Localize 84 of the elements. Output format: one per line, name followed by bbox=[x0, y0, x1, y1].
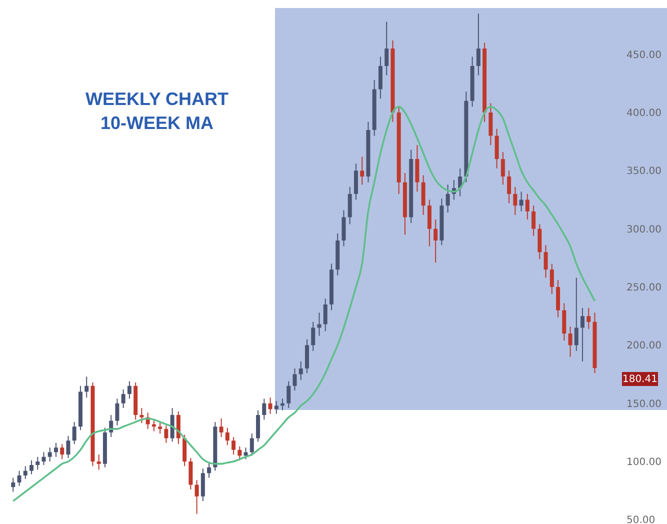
candlestick bbox=[317, 312, 322, 336]
candlestick bbox=[311, 321, 316, 352]
annotation: 10-WEEK MA bbox=[100, 113, 214, 133]
candlestick bbox=[127, 380, 132, 400]
candlestick bbox=[48, 447, 52, 462]
candlestick bbox=[244, 447, 248, 460]
candlestick bbox=[348, 186, 352, 225]
y-tick-label: 50.00 bbox=[626, 515, 656, 524]
candlestick bbox=[556, 280, 560, 318]
candlestick bbox=[323, 298, 328, 332]
candlestick bbox=[378, 56, 382, 100]
candlestick bbox=[140, 407, 144, 424]
candlestick bbox=[427, 199, 432, 247]
candlestick bbox=[238, 446, 242, 461]
candlestick bbox=[23, 466, 28, 480]
y-tick-label: 200.00 bbox=[626, 340, 662, 352]
candlestick bbox=[29, 460, 34, 475]
candlestick bbox=[17, 470, 22, 486]
candlestick bbox=[488, 102, 493, 146]
candlestick bbox=[538, 224, 542, 260]
candlestick bbox=[262, 398, 266, 420]
candlestick bbox=[354, 163, 358, 200]
candlestick bbox=[84, 376, 89, 398]
candlestick bbox=[342, 210, 346, 247]
candlestick bbox=[476, 13, 480, 76]
candlestick bbox=[568, 326, 572, 358]
candlestick bbox=[519, 191, 524, 212]
y-tick-label: 100.00 bbox=[626, 457, 662, 468]
candlestick bbox=[188, 458, 193, 490]
candlestick bbox=[525, 193, 530, 220]
candlestick bbox=[36, 456, 40, 470]
candlestick bbox=[268, 397, 272, 414]
candlestick bbox=[219, 418, 224, 438]
candlestick bbox=[513, 186, 518, 216]
candlestick bbox=[415, 144, 420, 192]
candlestick bbox=[550, 263, 554, 294]
candlestick bbox=[42, 452, 46, 466]
candlestick bbox=[580, 307, 585, 362]
candlestick bbox=[60, 444, 64, 460]
line-series bbox=[12, 106, 596, 502]
candlestick bbox=[384, 21, 389, 76]
candlestick bbox=[360, 156, 364, 186]
candlestick bbox=[286, 380, 291, 408]
candlestick bbox=[225, 427, 230, 446]
candlestick bbox=[66, 435, 70, 459]
candlestick bbox=[207, 462, 212, 478]
candlestick bbox=[446, 184, 450, 214]
candlestick bbox=[562, 302, 566, 342]
y-tick-label: 300.00 bbox=[626, 224, 662, 236]
candlestick bbox=[494, 128, 499, 169]
candlestick bbox=[305, 338, 309, 374]
candlestick bbox=[256, 410, 260, 442]
candlestick bbox=[574, 277, 578, 352]
y-tick-label: 400.00 bbox=[626, 108, 662, 120]
candlestick bbox=[194, 480, 199, 514]
y-tick-label: 350.00 bbox=[626, 166, 662, 178]
annotation: WEEKLY CHART bbox=[85, 89, 229, 109]
candlestick bbox=[544, 244, 548, 278]
candlestick bbox=[586, 307, 591, 330]
candlestick bbox=[96, 454, 101, 470]
candlestick bbox=[170, 407, 174, 442]
candlestick bbox=[232, 436, 236, 456]
text: 180.41 bbox=[622, 374, 658, 385]
candlestick bbox=[115, 398, 120, 426]
candlestick bbox=[421, 174, 426, 216]
candlestick bbox=[298, 360, 303, 381]
candlestick bbox=[158, 421, 162, 434]
candlestick bbox=[182, 434, 187, 467]
candlestick bbox=[532, 205, 536, 236]
candlestick bbox=[250, 433, 254, 456]
candlestick bbox=[72, 421, 76, 445]
candlestick bbox=[164, 424, 168, 444]
y-tick-label: 450.00 bbox=[626, 50, 662, 61]
candlestick bbox=[434, 219, 438, 264]
candlestick bbox=[274, 400, 278, 414]
candlestick bbox=[292, 368, 297, 392]
candlestick bbox=[200, 468, 205, 502]
y-tick-label: 150.00 bbox=[626, 398, 662, 410]
y-tick-label: 250.00 bbox=[626, 282, 662, 294]
candlestick bbox=[507, 170, 512, 204]
candlestick bbox=[11, 477, 16, 492]
candlestick bbox=[54, 442, 58, 458]
candlestick bbox=[500, 152, 505, 186]
candlestick bbox=[121, 388, 126, 408]
